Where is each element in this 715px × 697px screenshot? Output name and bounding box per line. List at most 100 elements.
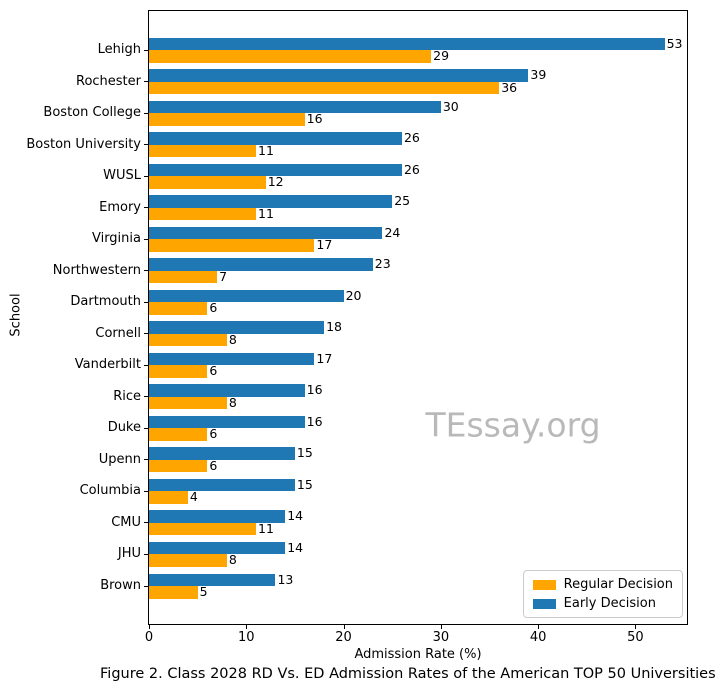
value-label-regular-decision-wusl: 12	[267, 174, 284, 190]
figure-caption: Figure 2. Class 2028 RD Vs. ED Admission…	[100, 666, 715, 682]
value-label-early-decision-wusl: 26	[403, 161, 420, 177]
xtick-label-10: 10	[238, 630, 255, 645]
y-tick-mark-cmu	[144, 522, 148, 524]
ytick-label-vanderbilt: Vanderbilt	[74, 357, 141, 373]
ytick-label-rochester: Rochester	[76, 73, 141, 89]
value-label-early-decision-rochester: 39	[530, 67, 547, 83]
legend-label-regular-decision: Regular Decision	[563, 577, 673, 592]
bar-regular-decision-northwestern	[149, 270, 218, 284]
legend-swatch-early-decision	[532, 598, 556, 609]
x-tick-mark-20	[343, 625, 345, 629]
value-label-early-decision-boston-university: 26	[403, 130, 420, 146]
bar-early-decision-dartmouth	[149, 289, 344, 303]
value-label-early-decision-jhu: 14	[287, 539, 304, 555]
value-label-early-decision-virginia: 24	[384, 224, 401, 240]
value-label-regular-decision-rice: 8	[228, 394, 237, 410]
ytick-label-wusl: WUSL	[103, 168, 141, 184]
y-tick-mark-lehigh	[144, 49, 148, 51]
bar-early-decision-upenn	[149, 447, 295, 460]
y-tick-mark-cornell	[144, 333, 148, 335]
bar-regular-decision-dartmouth	[149, 302, 208, 315]
ytick-label-virginia: Virginia	[91, 231, 141, 247]
value-label-early-decision-cornell: 18	[326, 319, 343, 335]
ytick-label-duke: Duke	[107, 420, 141, 436]
value-label-regular-decision-boston-college: 16	[306, 111, 323, 127]
bar-early-decision-rochester	[149, 69, 529, 82]
value-label-early-decision-columbia: 15	[296, 476, 313, 492]
bar-regular-decision-virginia	[149, 239, 315, 252]
ytick-label-cornell: Cornell	[95, 325, 141, 341]
legend-label-early-decision: Early Decision	[563, 596, 656, 611]
bar-early-decision-duke	[149, 415, 305, 429]
y-tick-mark-jhu	[144, 553, 148, 555]
value-label-regular-decision-jhu: 8	[228, 552, 237, 568]
ytick-label-brown: Brown	[100, 578, 141, 593]
bar-regular-decision-rice	[149, 396, 227, 410]
bar-regular-decision-jhu	[149, 554, 227, 567]
bar-early-decision-wusl	[149, 163, 402, 177]
xtick-label-50: 50	[627, 630, 644, 645]
value-label-early-decision-dartmouth: 20	[345, 287, 362, 303]
y-tick-mark-wusl	[144, 175, 148, 177]
bar-early-decision-cornell	[149, 321, 325, 334]
ytick-label-emory: Emory	[99, 199, 141, 215]
y-tick-mark-rochester	[144, 81, 148, 83]
bar-early-decision-brown	[149, 573, 276, 586]
value-label-regular-decision-brown: 5	[199, 584, 208, 599]
bar-regular-decision-lehigh	[149, 50, 432, 63]
value-label-early-decision-upenn: 15	[296, 445, 313, 461]
legend-item-early-decision: Early Decision	[532, 596, 673, 611]
value-label-regular-decision-emory: 11	[258, 205, 274, 221]
value-label-early-decision-vanderbilt: 17	[316, 350, 333, 366]
y-axis-label: School	[8, 293, 24, 337]
bar-early-decision-emory	[149, 195, 393, 208]
ytick-label-boston-college: Boston College	[43, 105, 141, 121]
x-tick-mark-0	[149, 625, 150, 629]
value-label-early-decision-emory: 25	[394, 193, 411, 209]
xtick-label-30: 30	[432, 630, 450, 645]
value-label-regular-decision-duke: 6	[209, 426, 218, 442]
y-tick-mark-duke	[144, 427, 148, 429]
bar-regular-decision-emory	[149, 207, 257, 221]
bar-early-decision-columbia	[149, 478, 295, 492]
y-tick-mark-boston-college	[144, 112, 148, 114]
bar-regular-decision-cornell	[149, 333, 227, 347]
y-tick-mark-rice	[144, 396, 148, 398]
y-tick-mark-boston-university	[144, 144, 148, 146]
bar-regular-decision-boston-university	[149, 144, 257, 158]
xtick-label-20: 20	[335, 630, 352, 645]
bar-regular-decision-columbia	[149, 491, 188, 504]
x-tick-mark-10	[246, 625, 248, 629]
bar-regular-decision-wusl	[149, 176, 266, 189]
bar-regular-decision-upenn	[149, 459, 208, 473]
y-tick-mark-upenn	[144, 459, 148, 461]
x-axis-label: Admission Rate (%)	[354, 647, 482, 662]
y-tick-mark-brown	[144, 585, 148, 587]
legend-swatch-regular-decision	[532, 579, 556, 590]
value-label-regular-decision-lehigh: 29	[433, 48, 450, 63]
ytick-label-lehigh: Lehigh	[97, 42, 141, 57]
value-label-regular-decision-rochester: 36	[501, 79, 518, 95]
y-tick-mark-vanderbilt	[144, 364, 148, 366]
bar-regular-decision-brown	[149, 586, 198, 599]
plot-area: TEssay.org 53 29 39 36 30 16 26 11 26 12 25 11 24 17 2…	[148, 10, 688, 625]
bar-early-decision-virginia	[149, 226, 383, 240]
value-label-early-decision-cmu: 14	[287, 508, 304, 524]
bar-regular-decision-boston-college	[149, 113, 305, 126]
bar-early-decision-northwestern	[149, 258, 373, 271]
y-tick-mark-virginia	[144, 238, 148, 240]
value-label-early-decision-brown: 13	[277, 571, 294, 587]
bar-regular-decision-vanderbilt	[149, 365, 208, 378]
bar-regular-decision-duke	[149, 428, 208, 441]
bar-early-decision-vanderbilt	[149, 352, 315, 366]
ytick-label-jhu: JHU	[117, 546, 141, 562]
x-tick-mark-40	[538, 625, 540, 629]
watermark: TEssay.org	[425, 405, 601, 445]
value-label-early-decision-northwestern: 23	[374, 256, 391, 272]
bar-early-decision-rice	[149, 384, 305, 397]
y-tick-mark-emory	[144, 207, 148, 209]
bar-regular-decision-rochester	[149, 81, 500, 95]
y-tick-mark-dartmouth	[144, 301, 148, 303]
bar-regular-decision-cmu	[149, 522, 257, 536]
bar-early-decision-cmu	[149, 510, 286, 523]
